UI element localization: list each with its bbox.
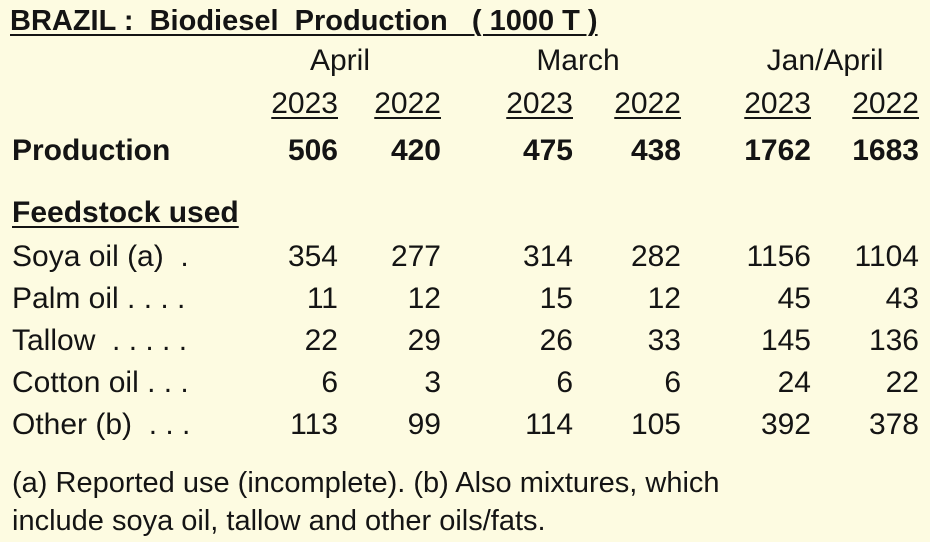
- table-cell: 475: [522, 134, 573, 167]
- table-cell: 12: [407, 282, 441, 315]
- year-header: 2023: [744, 87, 811, 120]
- period-header: Jan/April: [766, 44, 884, 77]
- year-header: 2022: [614, 87, 681, 120]
- table-cell: 105: [630, 408, 681, 441]
- footnote: include soya oil, tallow and other oils/…: [12, 505, 546, 537]
- table-cell: 29: [407, 324, 441, 357]
- table-cell: 277: [390, 240, 441, 273]
- table-cell: 1156: [746, 240, 811, 273]
- section-heading: Feedstock used: [12, 196, 239, 229]
- table-cell: 378: [868, 408, 919, 441]
- year-header: 2023: [506, 87, 573, 120]
- period-header: April: [309, 44, 370, 77]
- table-cell: 26: [539, 324, 573, 357]
- table-cell: 114: [525, 408, 573, 441]
- year-header: 2022: [852, 87, 919, 120]
- table-cell: 6: [556, 366, 573, 399]
- row-label: Tallow . . . . .: [12, 324, 188, 357]
- year-header: 2023: [271, 87, 338, 120]
- table-cell: 45: [777, 282, 811, 315]
- row-label: Other (b) . . .: [12, 408, 191, 441]
- table-cell: 6: [664, 366, 681, 399]
- table-cell: 136: [868, 324, 919, 357]
- table-cell: 145: [760, 324, 811, 357]
- table-cell: 314: [522, 240, 573, 273]
- table-cell: 6: [321, 366, 338, 399]
- table-cell: 282: [630, 240, 681, 273]
- table-cell: 1683: [852, 134, 919, 167]
- row-label: Soya oil (a) .: [12, 240, 189, 273]
- table-cell: 392: [760, 408, 811, 441]
- table-cell: 1762: [744, 134, 811, 167]
- table-cell: 420: [390, 134, 441, 167]
- table-cell: 24: [777, 366, 811, 399]
- table-cell: 43: [885, 282, 919, 315]
- table-cell: 33: [647, 324, 681, 357]
- table-cell: 113: [290, 408, 338, 441]
- row-label: Cotton oil . . .: [12, 366, 189, 399]
- table-cell: 3: [424, 366, 441, 399]
- table-cell: 99: [407, 408, 441, 441]
- table-cell: 438: [630, 134, 681, 167]
- row-label: Palm oil . . . .: [12, 282, 186, 315]
- table-cell: 15: [539, 282, 573, 315]
- table-title: BRAZIL : Biodiesel Production ( 1000 T ): [10, 5, 598, 37]
- year-header: 2022: [374, 87, 441, 120]
- table-cell: 354: [287, 240, 338, 273]
- table-cell: 1104: [854, 240, 919, 273]
- row-label: Production: [12, 134, 171, 167]
- table-cell: 506: [287, 134, 338, 167]
- table-cell: 12: [647, 282, 681, 315]
- footnote: (a) Reported use (incomplete). (b) Also …: [12, 467, 720, 499]
- table-cell: 22: [885, 366, 919, 399]
- period-header: March: [536, 44, 620, 77]
- table-cell: 22: [304, 324, 338, 357]
- table-cell: 11: [306, 282, 338, 315]
